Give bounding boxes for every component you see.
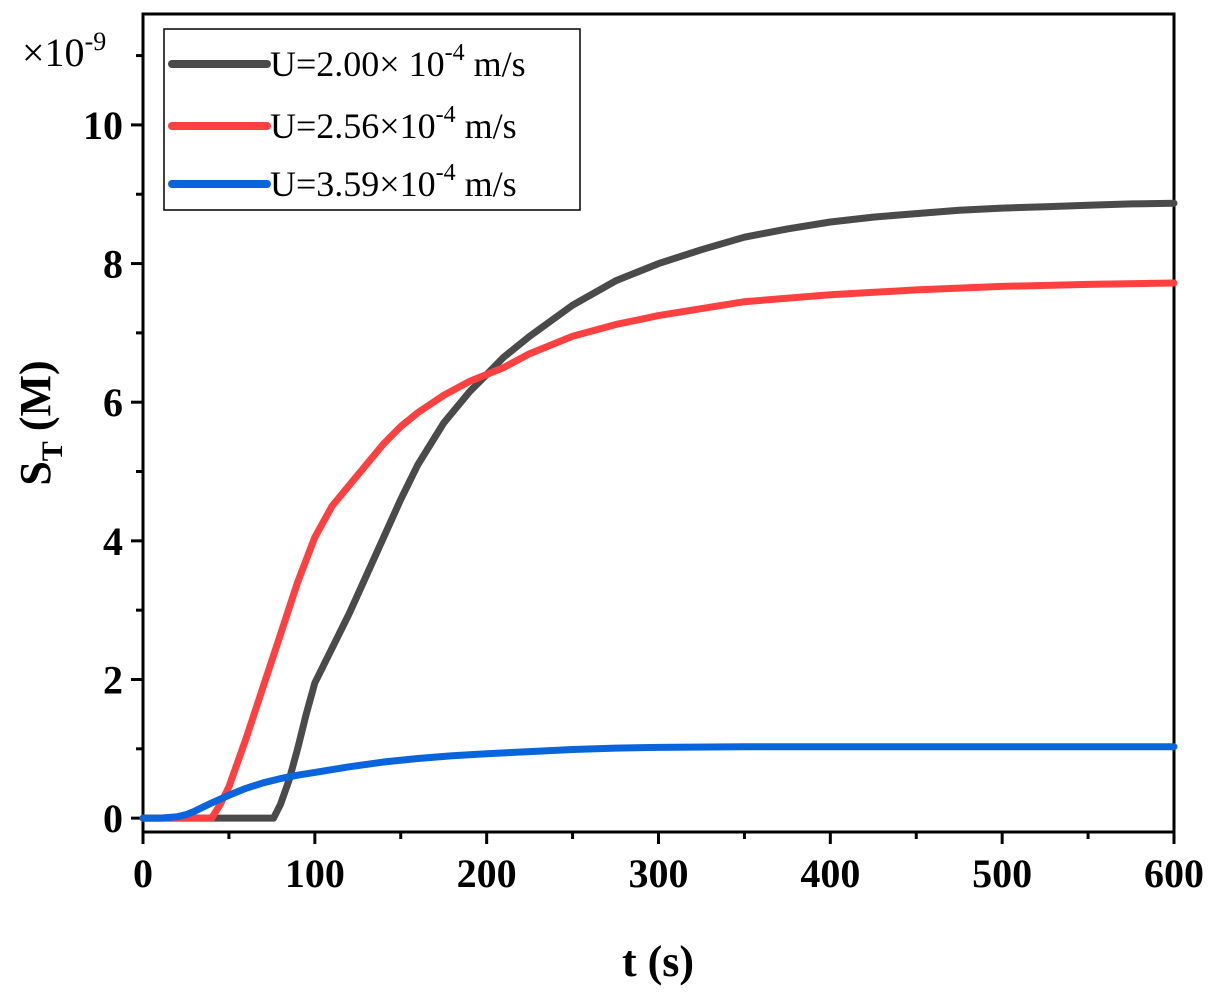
series-layer xyxy=(139,199,1178,822)
legend-label-pre: U=2.56×10 xyxy=(270,106,436,146)
y-tick-label: 0 xyxy=(103,796,123,841)
x-tick-label: 600 xyxy=(1144,851,1204,896)
x-tick-label: 0 xyxy=(133,851,153,896)
y-axis-title-unit: (M) xyxy=(11,360,60,431)
x-tick-label: 400 xyxy=(800,851,860,896)
y-tick-label: 4 xyxy=(103,519,123,564)
legend-label-2: U=2.56×10-4 m/s xyxy=(270,102,517,146)
y-axis-title-sub: T xyxy=(36,441,69,461)
x-tick-label: 500 xyxy=(972,851,1032,896)
legend-label-post: m/s xyxy=(456,164,517,204)
series-line-3 xyxy=(139,743,1178,822)
legend-label-exp: -4 xyxy=(436,102,456,128)
y-tick-label: 6 xyxy=(103,380,123,425)
legend: U=2.00× 10-4 m/sU=2.56×10-4 m/sU=3.59×10… xyxy=(163,28,581,211)
legend-items: U=2.00× 10-4 m/sU=2.56×10-4 m/sU=3.59×10… xyxy=(168,40,526,204)
y-axis-title: ST (M) xyxy=(11,360,69,485)
y-multiplier-base: ×10 xyxy=(22,30,85,75)
x-tick-label: 300 xyxy=(629,851,689,896)
series-line-2 xyxy=(139,279,1178,822)
axis-ticks xyxy=(131,54,1176,844)
y-tick-label: 8 xyxy=(103,242,123,287)
legend-label-post: m/s xyxy=(465,44,526,84)
legend-box xyxy=(163,28,581,211)
x-axis-title: t (s) xyxy=(622,937,694,986)
legend-label-exp: -4 xyxy=(445,40,465,66)
x-tick-label: 100 xyxy=(285,851,345,896)
legend-label-pre: U=2.00× 10 xyxy=(270,44,445,84)
axis-tick-labels: 0 100 200 300 400 500 600 0 2 4 6 8 10 xyxy=(83,103,1204,896)
legend-label-post: m/s xyxy=(456,106,517,146)
y-multiplier-exp: -9 xyxy=(85,27,107,56)
legend-label-exp: -4 xyxy=(436,160,456,186)
series-line-1 xyxy=(139,199,1178,822)
y-multiplier: ×10-9 xyxy=(22,27,106,75)
legend-label-pre: U=3.59×10 xyxy=(270,164,436,204)
y-tick-label: 2 xyxy=(103,657,123,702)
legend-label-1: U=2.00× 10-4 m/s xyxy=(270,40,526,84)
y-axis-title-main: S xyxy=(11,461,60,485)
legend-label-3: U=3.59×10-4 m/s xyxy=(270,160,517,204)
x-tick-label: 200 xyxy=(457,851,517,896)
y-tick-label: 10 xyxy=(83,103,123,148)
